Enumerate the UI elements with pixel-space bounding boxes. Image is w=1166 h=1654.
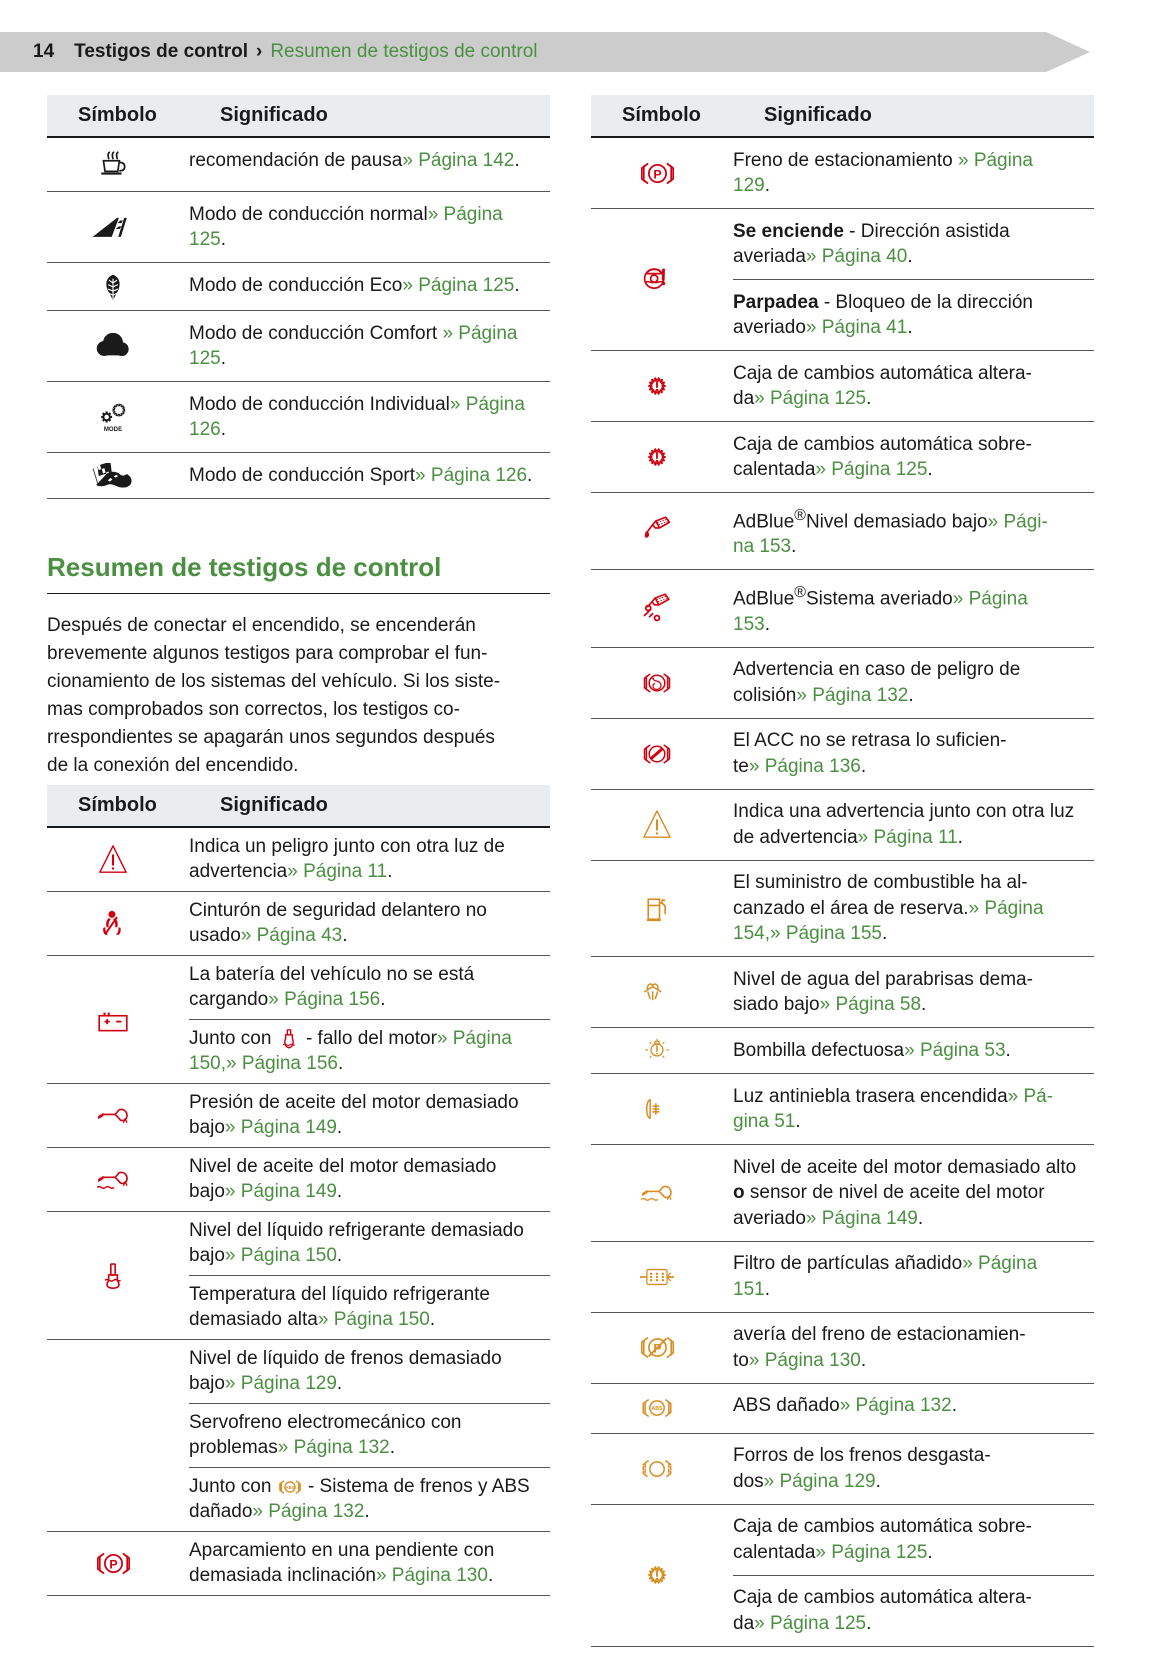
svg-text:MODE: MODE xyxy=(104,426,122,433)
svg-text:P: P xyxy=(653,167,661,181)
svg-text:ABS: ABS xyxy=(285,1485,294,1490)
svg-text:ABS: ABS xyxy=(651,1406,663,1412)
svg-text:P: P xyxy=(109,1557,117,1571)
